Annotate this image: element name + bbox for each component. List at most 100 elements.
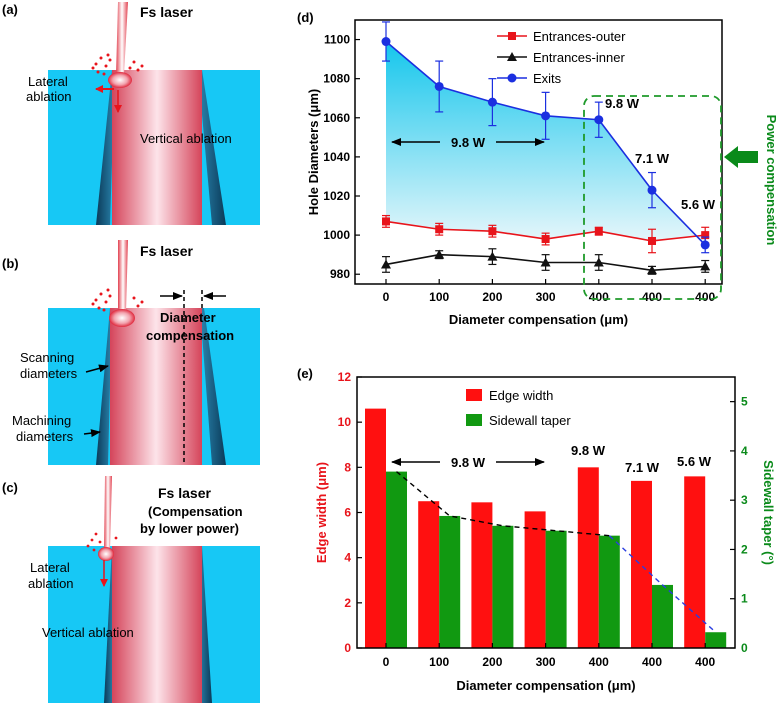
y-left-tick-label: 12 — [338, 370, 352, 384]
debris-particles — [91, 288, 144, 312]
data-point — [700, 240, 710, 250]
bar-sidewall-taper — [386, 471, 407, 648]
legend-label: Entrances-outer — [533, 29, 626, 44]
data-point — [487, 97, 497, 107]
y-tick-label: 1000 — [323, 228, 350, 242]
y-right-axis-label: Sidewall taper (°) — [761, 460, 776, 565]
x-axis-label: Diameter compensation (μm) — [449, 312, 628, 327]
x-tick-label: 400 — [642, 655, 662, 669]
y-left-tick-label: 0 — [344, 641, 351, 655]
legend-marker — [508, 32, 516, 40]
x-tick-label: 200 — [482, 290, 502, 304]
data-point — [647, 185, 657, 195]
panel-e-label: (e) — [297, 366, 313, 381]
vertical-label: Vertical ablation — [140, 131, 232, 146]
power-compensation-label: Power compensation — [764, 115, 779, 246]
panel-c: (c) Fs laser (Compensation by lower powe… — [2, 476, 260, 703]
data-point — [593, 257, 604, 267]
taper-right — [198, 70, 226, 225]
data-point — [434, 81, 444, 91]
debris-particles — [86, 532, 118, 552]
y-right-tick-label: 2 — [741, 542, 748, 556]
fs-laser-label: Fs laser — [140, 243, 193, 259]
x-tick-label: 300 — [536, 655, 556, 669]
bar-edge-width — [418, 501, 440, 648]
fs-laser-label: Fs laser — [158, 485, 211, 501]
area-fill — [386, 41, 706, 245]
bar-edge-width — [631, 480, 652, 648]
taper-trend-black — [396, 471, 610, 537]
laser-spot — [108, 72, 132, 88]
vertical-label: Vertical ablation — [42, 625, 134, 640]
taper-left — [96, 308, 112, 465]
legend-label: Exits — [533, 71, 562, 86]
bar-sidewall-taper — [705, 632, 727, 648]
ablated-hole — [112, 70, 202, 225]
x-tick-label: 400 — [695, 290, 715, 304]
compensation-label: (Compensation — [148, 504, 243, 519]
data-point — [541, 235, 550, 244]
bar-sidewall-taper — [439, 515, 461, 648]
scanning-label-1: Scanning — [20, 350, 74, 365]
y-tick-label: 1040 — [323, 150, 350, 164]
ablated-hole — [112, 546, 202, 703]
scanning-label-2: diameters — [20, 366, 78, 381]
fs-laser-label: Fs laser — [140, 4, 193, 20]
data-point — [648, 236, 656, 245]
data-point — [594, 227, 603, 236]
y-left-tick-label: 10 — [338, 415, 352, 429]
y-left-tick-label: 6 — [344, 506, 351, 520]
panel-b: (b) Fs laser Diameter compensation Scann… — [2, 240, 260, 465]
range-label: 9.8 W — [451, 455, 486, 470]
lower-power-label: by lower power) — [140, 521, 239, 536]
panel-c-label: (c) — [2, 480, 18, 495]
x-tick-label: 300 — [536, 290, 556, 304]
bar-sidewall-taper — [545, 530, 567, 648]
data-point — [540, 257, 551, 267]
bar-edge-width — [471, 502, 493, 648]
panel-a: (a) Fs laser Lateral ablation Vertical a… — [2, 2, 260, 225]
data-point — [487, 251, 498, 261]
machining-label-1: Machining — [12, 413, 71, 428]
panel-a-label: (a) — [2, 2, 18, 17]
lateral-label-2: ablation — [28, 576, 74, 591]
ablated-hole — [110, 308, 202, 465]
y-left-axis-label: Edge width (μm) — [314, 462, 329, 563]
power-label-7-1: 7.1 W — [635, 151, 670, 166]
panel-d-label: (d) — [297, 10, 314, 25]
debris-particles — [91, 53, 144, 76]
laser-spot — [98, 547, 114, 561]
x-axis-label: Diameter compensation (μm) — [456, 678, 635, 693]
data-point — [488, 227, 497, 236]
data-point — [381, 37, 391, 47]
data-point — [435, 225, 444, 234]
lateral-label-1: Lateral — [28, 74, 68, 89]
diameter-comp-label-1: Diameter — [160, 310, 216, 325]
y-left-tick-label: 8 — [344, 460, 351, 474]
data-point — [701, 231, 710, 240]
power-label-9-8: 9.8 W — [571, 443, 606, 458]
y-tick-label: 1020 — [323, 189, 350, 203]
x-tick-label: 400 — [642, 290, 662, 304]
power-label-5-6: 5.6 W — [677, 454, 712, 469]
x-tick-label: 400 — [589, 655, 609, 669]
y-right-tick-label: 5 — [741, 395, 748, 409]
x-tick-label: 0 — [383, 655, 390, 669]
data-point — [381, 259, 391, 269]
y-right-tick-label: 0 — [741, 641, 748, 655]
legend-swatch-green — [466, 414, 482, 426]
power-label-5-6: 5.6 W — [681, 197, 716, 212]
y-right-tick-label: 3 — [741, 493, 748, 507]
range-label: 9.8 W — [451, 135, 486, 150]
bar-edge-width — [365, 408, 386, 648]
plot-frame — [354, 19, 723, 285]
chart-d-hole-diameters: 980 1000 1020 1040 1060 1080 1100 0 100 200 300 400… — [297, 10, 779, 327]
legend-label: Entrances-inner — [533, 50, 625, 65]
laser-beam — [104, 476, 112, 550]
x-tick-label: 100 — [429, 290, 449, 304]
laser-beam — [118, 240, 128, 312]
y-axis-label: Hole Diameters (μm) — [306, 89, 321, 215]
y-right-tick-label: 1 — [741, 592, 748, 606]
